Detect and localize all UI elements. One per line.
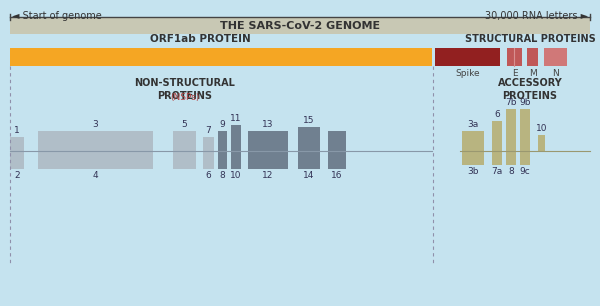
Bar (520, 151, 530, 165)
Text: STRUCTURAL PROTEINS: STRUCTURAL PROTEINS (464, 34, 595, 44)
Text: 3b: 3b (467, 167, 479, 176)
Text: NON-STRUCTURAL
PROTEINS: NON-STRUCTURAL PROTEINS (134, 78, 235, 101)
Text: 9: 9 (220, 120, 226, 129)
Text: 9b: 9b (519, 98, 531, 107)
Bar (218, 131, 227, 151)
Text: 13: 13 (262, 120, 274, 129)
Bar (527, 48, 538, 66)
Bar (506, 109, 516, 151)
Bar (538, 135, 545, 151)
Bar (492, 151, 502, 165)
Bar (10, 18, 590, 34)
Text: 30,000 RNA letters ►: 30,000 RNA letters ► (485, 11, 588, 21)
Text: ◄ Start of genome: ◄ Start of genome (12, 11, 102, 21)
Text: 15: 15 (303, 116, 315, 125)
Bar (506, 151, 516, 165)
Bar (218, 151, 227, 169)
Bar (173, 151, 196, 169)
Text: 10: 10 (536, 124, 547, 133)
Bar (435, 48, 500, 66)
Text: 3a: 3a (467, 120, 479, 129)
Bar (520, 109, 530, 151)
Text: (NSPs): (NSPs) (170, 93, 200, 102)
Text: N: N (552, 69, 559, 78)
Text: E: E (512, 69, 517, 78)
Bar (10, 151, 24, 169)
Text: 4: 4 (92, 171, 98, 180)
Bar (203, 151, 214, 169)
Text: 6: 6 (494, 110, 500, 119)
Text: 8: 8 (220, 171, 226, 180)
Text: 16: 16 (331, 171, 343, 180)
Text: 10: 10 (230, 171, 242, 180)
Text: 6: 6 (206, 171, 211, 180)
Bar (248, 131, 288, 151)
Bar (10, 137, 24, 151)
Bar (298, 127, 320, 151)
Bar (10, 48, 432, 66)
Text: Spike: Spike (455, 69, 480, 78)
Bar (328, 131, 346, 151)
Text: 11: 11 (230, 114, 242, 123)
Bar (544, 48, 567, 66)
Text: 1: 1 (14, 126, 20, 135)
Text: 12: 12 (262, 171, 274, 180)
Text: 14: 14 (304, 171, 314, 180)
Bar (298, 151, 320, 169)
Text: 8: 8 (508, 167, 514, 176)
Bar (231, 125, 241, 151)
Text: THE SARS-CoV-2 GENOME: THE SARS-CoV-2 GENOME (220, 21, 380, 31)
Bar (38, 131, 153, 151)
Text: 5: 5 (182, 120, 187, 129)
Text: ACCESSORY
PROTEINS: ACCESSORY PROTEINS (497, 78, 562, 101)
Bar (328, 151, 346, 169)
Text: ORF1ab PROTEIN: ORF1ab PROTEIN (149, 34, 250, 44)
Bar (462, 151, 484, 165)
Text: M: M (529, 69, 536, 78)
Bar (173, 131, 196, 151)
Text: 3: 3 (92, 120, 98, 129)
Text: 9c: 9c (520, 167, 530, 176)
Bar (203, 137, 214, 151)
Text: 7a: 7a (491, 167, 503, 176)
Text: 2: 2 (14, 171, 20, 180)
Bar (462, 131, 484, 151)
Bar (248, 151, 288, 169)
Bar (38, 151, 153, 169)
Bar (492, 121, 502, 151)
Text: 7: 7 (206, 126, 211, 135)
Bar (507, 48, 522, 66)
Text: 7b: 7b (505, 98, 517, 107)
Bar (231, 151, 241, 169)
